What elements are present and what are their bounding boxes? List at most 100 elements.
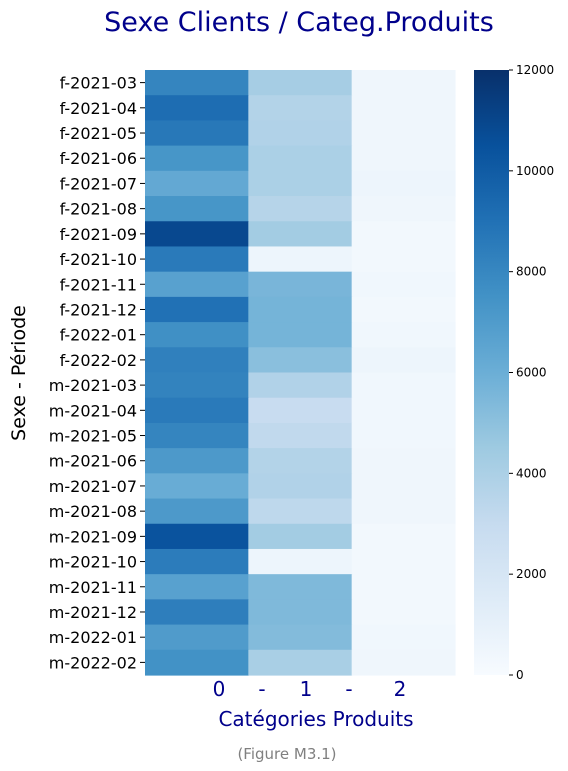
x-axis-label: Catégories Produits <box>218 707 413 731</box>
heatmap-cell <box>351 296 456 323</box>
heatmap-cell <box>248 221 353 248</box>
y-tick-label: m-2022-02 <box>49 653 137 672</box>
heatmap-cell <box>351 548 456 575</box>
y-tick-label: m-2021-12 <box>49 603 137 622</box>
heatmap-cell <box>145 574 249 600</box>
y-axis-label: Sexe - Période <box>8 305 30 441</box>
heatmap-cell <box>351 448 456 474</box>
heatmap-cell <box>351 599 456 626</box>
heatmap-cell <box>351 322 456 348</box>
heatmap-cell <box>145 498 249 525</box>
y-tick-label: f-2021-04 <box>60 99 137 118</box>
heatmap-cell <box>351 271 456 298</box>
heatmap-cell <box>145 170 249 197</box>
colorbar-ticks: 0 2000 4000 6000 8000 10000 12000 <box>509 63 554 682</box>
heatmap-cell <box>248 271 353 298</box>
heatmap-cell <box>248 246 353 273</box>
heatmap-cell <box>145 347 249 374</box>
heatmap-cell <box>248 196 353 222</box>
heatmap-cell <box>351 422 456 449</box>
heatmap-cell <box>351 196 456 222</box>
y-tick-label: m-2022-01 <box>49 628 137 647</box>
heatmap-cell <box>248 120 353 147</box>
heatmap-cells <box>145 70 456 676</box>
y-tick-label: f-2021-10 <box>60 250 137 269</box>
heatmap-cell <box>145 120 249 147</box>
heatmap-cell <box>351 498 456 525</box>
colorbar-tick-label: 12000 <box>516 63 554 77</box>
heatmap-cell <box>145 548 249 575</box>
heatmap-cell <box>351 170 456 197</box>
y-tick-label: m-2021-03 <box>49 376 137 395</box>
heatmap-cell <box>351 574 456 600</box>
heatmap-cell <box>248 95 353 122</box>
x-tick-labels: 0 - 1 - 2 <box>213 677 407 701</box>
heatmap-cell <box>248 70 353 96</box>
heatmap-cell <box>248 498 353 525</box>
x-tick-label: 2 <box>394 677 407 701</box>
x-tick-label: 1 <box>300 677 313 701</box>
heatmap-cell <box>248 448 353 474</box>
heatmap-cell <box>351 145 456 172</box>
heatmap-cell <box>145 145 249 172</box>
heatmap-cell <box>145 372 249 399</box>
heatmap-cell <box>248 296 353 323</box>
x-tick-label: - <box>258 677 265 701</box>
heatmap-cell <box>145 448 249 474</box>
heatmap-cell <box>248 473 353 500</box>
heatmap-cell <box>351 523 456 550</box>
heatmap-cell <box>351 397 456 424</box>
heatmap-cell <box>248 624 353 651</box>
heatmap-cell <box>351 70 456 96</box>
heatmap-cell <box>248 574 353 600</box>
colorbar-tick-label: 2000 <box>516 567 547 581</box>
heatmap-cell <box>248 322 353 348</box>
y-tick-label: f-2021-07 <box>60 174 137 193</box>
heatmap-cell <box>145 473 249 500</box>
y-tick-label: f-2021-11 <box>60 275 137 294</box>
y-tick-label: f-2022-02 <box>60 351 137 370</box>
colorbar-tick-label: 8000 <box>516 265 547 279</box>
colorbar-tick-label: 4000 <box>516 466 547 480</box>
y-tick-label: f-2021-05 <box>60 124 137 143</box>
heatmap-cell <box>145 221 249 248</box>
heatmap-cell <box>248 548 353 575</box>
heatmap-cell <box>248 347 353 374</box>
heatmap-cell <box>351 372 456 399</box>
heatmap-cell <box>145 246 249 273</box>
heatmap-cell <box>145 95 249 122</box>
heatmap-cell <box>145 599 249 626</box>
y-tick-label: m-2021-04 <box>49 401 137 420</box>
x-tick-label: - <box>345 677 352 701</box>
heatmap-cell <box>351 473 456 500</box>
colorbar-tick-label: 0 <box>516 668 524 682</box>
heatmap-cell <box>145 196 249 222</box>
heatmap-cell <box>248 170 353 197</box>
y-tick-labels: f-2021-03 f-2021-04 f-2021-05 f-2021-06 f-20… <box>49 74 145 672</box>
y-tick-label: m-2021-06 <box>49 452 137 471</box>
y-tick-label: m-2021-08 <box>49 502 137 521</box>
heatmap-cell <box>351 95 456 122</box>
heatmap-cell <box>145 397 249 424</box>
y-tick-label: f-2021-06 <box>60 149 137 168</box>
colorbar-tick-label: 10000 <box>516 164 554 178</box>
heatmap-cell <box>145 624 249 651</box>
y-tick-label: m-2021-10 <box>49 553 137 572</box>
y-tick-label: m-2021-11 <box>49 578 137 597</box>
heatmap-cell <box>145 422 249 449</box>
heatmap-cell <box>248 523 353 550</box>
heatmap-cell <box>351 347 456 374</box>
y-tick-label: f-2021-03 <box>60 74 137 93</box>
heatmap-cell <box>145 271 249 298</box>
heatmap-cell <box>351 120 456 147</box>
heatmap-cell <box>145 296 249 323</box>
chart-title: Sexe Clients / Categ.Produits <box>104 7 494 38</box>
y-tick-label: m-2021-09 <box>49 527 137 546</box>
y-tick-label: m-2021-05 <box>49 427 137 446</box>
heatmap-cell <box>248 422 353 449</box>
heatmap-cell <box>351 624 456 651</box>
heatmap-cell <box>248 145 353 172</box>
heatmap-cell <box>145 70 249 96</box>
y-tick-label: f-2022-01 <box>60 326 137 345</box>
